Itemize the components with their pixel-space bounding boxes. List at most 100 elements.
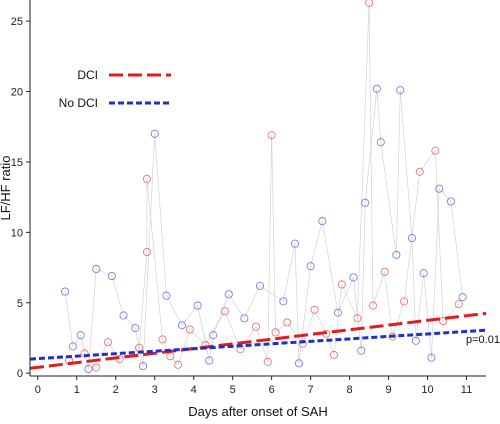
x-tick-label: 10 xyxy=(421,384,433,396)
connector-segment xyxy=(228,294,245,319)
connector-segment xyxy=(134,328,144,367)
connector-segment xyxy=(138,252,148,348)
connector-segment xyxy=(64,291,74,347)
connector-segment xyxy=(434,150,444,322)
connector-segment xyxy=(321,221,339,313)
connector-segment xyxy=(255,326,269,363)
data-point-no-dci xyxy=(294,359,303,368)
connector-segment xyxy=(177,329,191,365)
connector-segment xyxy=(376,88,382,143)
connector-segment xyxy=(450,201,463,298)
data-point-no-dci xyxy=(411,336,420,345)
data-point-no-dci xyxy=(446,197,455,206)
x-tick-label: 7 xyxy=(308,384,314,396)
connector-segment xyxy=(302,309,315,344)
data-point-no-dci xyxy=(224,290,233,299)
connector-segment xyxy=(212,294,230,336)
y-axis-title: LF/HF ratio xyxy=(0,155,13,220)
p-value-annotation: p=0.012 xyxy=(466,334,500,346)
connector-segment xyxy=(419,150,436,173)
data-point-dci xyxy=(368,301,378,310)
data-point-no-dci xyxy=(349,273,358,282)
data-point-dci xyxy=(439,317,448,326)
connector-segment xyxy=(399,90,413,239)
y-tick-label: 10 xyxy=(11,227,23,239)
data-point-dci xyxy=(174,360,183,369)
data-point-dci xyxy=(415,167,424,176)
data-point-no-dci xyxy=(357,346,366,355)
connector-segment xyxy=(353,277,362,351)
connector-segment xyxy=(146,178,163,340)
connector-segment xyxy=(372,271,385,306)
data-point-no-dci xyxy=(419,269,428,278)
data-point-no-dci xyxy=(458,293,467,302)
x-ticks: 0 1 2 3 4 5 6 7 8 9 10 11 xyxy=(35,376,472,396)
data-point-dci xyxy=(103,338,112,347)
data-point-no-dci xyxy=(333,308,342,317)
connector-segment xyxy=(384,271,393,337)
connector-segment xyxy=(411,237,417,341)
connector-segment xyxy=(310,221,323,267)
connector-segment xyxy=(282,243,296,302)
data-point-no-dci xyxy=(150,129,159,138)
x-axis-title: Days after onset of SAH xyxy=(188,404,327,419)
data-point-dci xyxy=(142,248,151,257)
data-point-no-dci xyxy=(255,281,264,290)
data-point-dci xyxy=(185,325,194,334)
connector-segment xyxy=(360,202,366,351)
data-point-no-dci xyxy=(61,287,70,296)
y-tick-label: 0 xyxy=(17,368,23,380)
x-tick-label: 2 xyxy=(113,384,119,396)
data-point-dci xyxy=(388,332,397,341)
data-point-no-dci xyxy=(205,356,214,365)
connector-segment xyxy=(259,285,284,302)
legend: DCI No DCI xyxy=(59,68,171,110)
data-point-no-dci xyxy=(119,311,128,320)
connector-segment xyxy=(314,309,327,334)
connector-segment xyxy=(415,273,424,341)
connector-segment xyxy=(123,315,136,329)
x-tick-label: 8 xyxy=(347,384,353,396)
data-point-dci xyxy=(92,363,101,372)
data-point-no-dci xyxy=(372,84,381,93)
data-point-no-dci xyxy=(209,331,218,340)
connector-segment xyxy=(162,339,171,357)
data-point-no-dci xyxy=(92,264,101,274)
data-point-no-dci xyxy=(76,331,85,340)
legend-label-no-dci: No DCI xyxy=(59,96,98,110)
x-tick-label: 4 xyxy=(191,384,197,396)
data-point-no-dci xyxy=(427,353,436,362)
data-point-no-dci xyxy=(435,184,444,193)
data-point-no-dci xyxy=(138,362,148,371)
connector-segment xyxy=(170,356,179,365)
connector-segment xyxy=(431,188,440,358)
connector-segment xyxy=(72,334,81,347)
connector-segment xyxy=(357,2,370,319)
data-point-no-dci xyxy=(290,239,300,248)
data-point-no-dci xyxy=(376,138,385,147)
data-point-no-dci xyxy=(392,250,401,259)
connector-segment xyxy=(364,88,378,203)
data-point-no-dci xyxy=(361,198,370,207)
data-point-no-dci xyxy=(84,364,93,374)
data-point-dci xyxy=(400,297,409,306)
x-tick-label: 6 xyxy=(269,384,275,396)
connector-segment xyxy=(166,295,183,326)
data-point-dci xyxy=(337,280,346,289)
x-tick-label: 9 xyxy=(386,384,392,396)
connector-segment xyxy=(341,284,358,319)
connector-segment xyxy=(205,311,226,346)
connector-segment xyxy=(294,243,300,364)
connector-segment xyxy=(88,268,97,369)
data-point-no-dci xyxy=(68,342,77,351)
data-point-dci xyxy=(142,174,151,183)
connector-segment xyxy=(275,322,288,333)
x-tick-label: 1 xyxy=(74,384,80,396)
data-point-dci xyxy=(283,318,292,327)
connector-segment xyxy=(423,273,432,358)
data-point-dci xyxy=(271,328,280,337)
connector-segment xyxy=(333,284,343,355)
connector-segment xyxy=(240,326,257,350)
data-point-no-dci xyxy=(318,217,327,226)
